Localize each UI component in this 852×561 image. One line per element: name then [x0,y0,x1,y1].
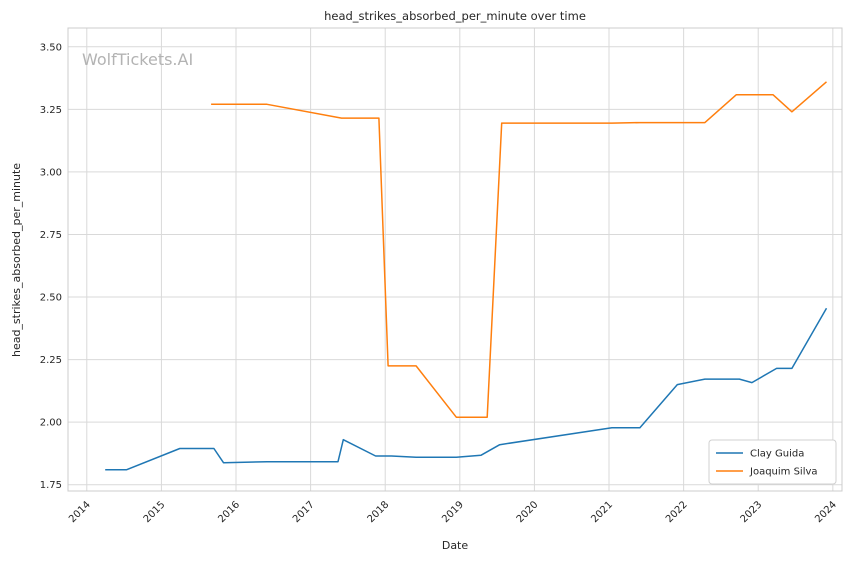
x-axis-label: Date [442,539,469,552]
x-tick-label: 2024 [813,499,839,525]
series-lines [105,81,828,471]
legend-label-clay-guida: Clay Guida [750,449,804,460]
x-tick-labels: 2014 2015 2016 2017 2018 2019 2020 2021 2022 2023… [67,499,839,525]
plot-frame [67,27,843,492]
series-line-clay-guida [105,307,828,471]
x-tick-label: 2014 [67,499,93,525]
chart-title: head_strikes_absorbed_per_minute over ti… [324,9,586,23]
legend-box [708,439,837,485]
x-tick-label: 2023 [739,499,765,525]
y-tick-label: 3.50 [40,42,62,53]
y-tick-label: 2.00 [40,418,62,429]
x-tick-label: 2021 [589,499,615,525]
series-line-joaquim-silva [211,81,827,418]
legend-label-joaquim-silva: Joaquim Silva [749,467,818,478]
x-tick-label: 2017 [291,499,317,525]
y-tick-label: 1.75 [40,480,62,491]
grid-lines [68,28,842,491]
watermark: WolfTickets.AI [82,50,193,69]
legend: Clay Guida Joaquim Silva [708,439,837,485]
x-tick-label: 2018 [366,499,392,525]
x-tick-label: 2016 [216,499,242,525]
y-tick-label: 3.25 [40,105,62,116]
x-tick-label: 2022 [664,499,690,525]
x-tick-label: 2015 [142,499,168,525]
y-tick-label: 2.75 [40,230,62,241]
y-tick-labels: 1.75 2.00 2.25 2.50 2.75 3.00 3.25 3.50 [40,42,62,491]
y-tick-label: 2.25 [40,355,62,366]
x-tick-label: 2020 [515,499,541,525]
x-tick-label: 2019 [440,499,466,525]
y-axis-label: head_strikes_absorbed_per_minute [10,163,23,357]
y-tick-label: 2.50 [40,293,62,304]
y-tick-label: 3.00 [40,167,62,178]
